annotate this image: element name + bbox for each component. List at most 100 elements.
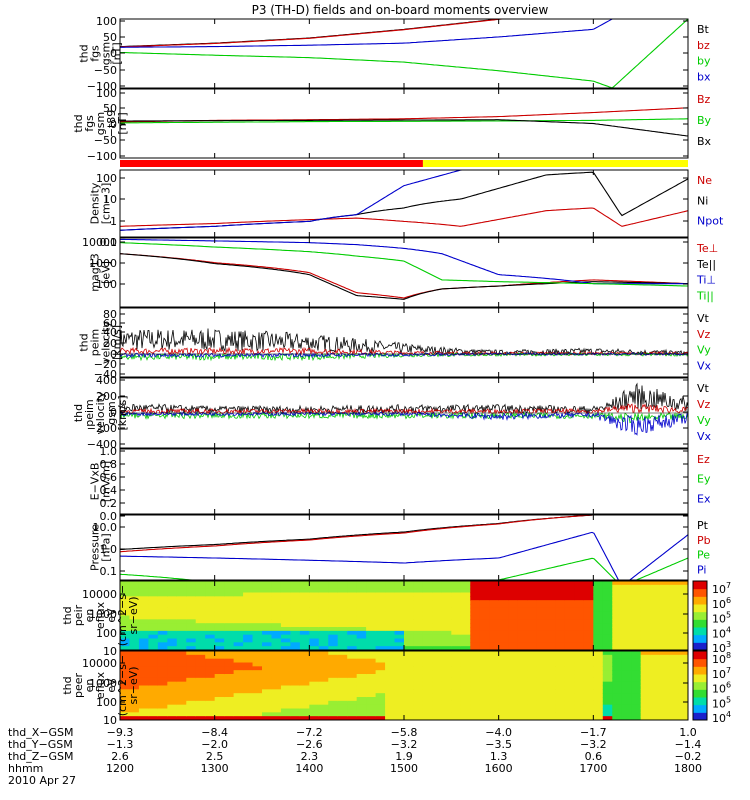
colorbar-label: 104 <box>712 710 731 725</box>
spectrogram-cell <box>404 677 415 683</box>
spectrogram-cell <box>243 584 254 590</box>
spectrogram-cell <box>347 584 358 590</box>
spectrogram-cell <box>328 674 339 679</box>
spectrogram-cell <box>593 584 604 590</box>
spectrogram-cell <box>432 654 443 660</box>
spectrogram-cell <box>347 716 358 720</box>
spectrogram-cell <box>167 642 178 647</box>
spectrogram-cell <box>583 700 594 706</box>
spectrogram-cell <box>328 651 339 656</box>
spectrogram-cell <box>262 642 273 647</box>
spectrogram-cell <box>176 666 187 671</box>
spectrogram-cell <box>498 604 509 609</box>
spectrogram-cell <box>508 651 519 656</box>
spectrogram-cell <box>195 611 206 617</box>
spectrogram-cell <box>574 666 585 671</box>
spectrogram-cell <box>129 708 140 713</box>
spectrogram-cell <box>243 634 254 640</box>
spectrogram-cell <box>157 611 168 617</box>
spectrogram-cell <box>186 716 197 720</box>
spectrogram-cell <box>271 646 282 650</box>
spectrogram-cell <box>195 677 206 683</box>
spectrogram-cell <box>290 651 301 656</box>
spectrogram-cell <box>669 654 680 660</box>
spectrogram-cell <box>337 619 348 624</box>
spectrogram-cell <box>546 584 557 590</box>
spectrogram-cell <box>527 588 538 594</box>
spectrogram-cell <box>385 619 396 624</box>
spectrogram-cell <box>583 697 594 702</box>
spectrogram-cell <box>422 674 433 679</box>
spectrogram-cell <box>176 697 187 702</box>
spectrogram-cell <box>243 712 254 717</box>
spectrogram-cell <box>129 607 140 613</box>
y-tick-label: 0 <box>110 118 117 131</box>
spectrogram-cell <box>375 611 386 617</box>
spectrogram-cell <box>508 604 519 609</box>
spectrogram-cell <box>621 716 632 720</box>
spectrogram-cell <box>205 674 216 679</box>
spectrogram-cell <box>659 646 670 650</box>
spectrogram-cell <box>631 604 642 609</box>
spectrogram-cell <box>375 600 386 605</box>
spectrogram-cell <box>290 607 301 613</box>
spectrogram-cell <box>574 677 585 683</box>
spectrogram-cell <box>347 642 358 647</box>
spectrogram-cell <box>394 604 405 609</box>
spectrogram-cell <box>186 588 197 594</box>
spectrogram-cell <box>243 638 254 643</box>
spectrogram-cell <box>404 581 415 586</box>
spectrogram-cell <box>138 700 149 706</box>
series-line-Bx <box>120 119 688 137</box>
spectrogram-cell <box>290 693 301 698</box>
spectrogram-cell <box>404 588 415 594</box>
spectrogram-cell <box>356 658 367 664</box>
spectrogram-cell <box>451 646 462 650</box>
spectrogram-cell <box>422 704 433 710</box>
spectrogram-cell <box>375 623 386 628</box>
spectrogram-cell <box>659 670 670 675</box>
spectrogram-cell <box>470 623 481 628</box>
spectrogram-cell <box>157 623 168 628</box>
spectrogram-cell <box>470 700 481 706</box>
spectrogram-cell <box>375 666 386 671</box>
spectrogram-cell <box>564 662 575 667</box>
spectrogram-cell <box>328 619 339 624</box>
spectrogram-cell <box>347 662 358 667</box>
spectrogram-cell <box>451 581 462 586</box>
spectrogram-cell <box>422 646 433 650</box>
spectrogram-cell <box>489 607 500 613</box>
spectrogram-cell <box>205 658 216 664</box>
spectrogram-cell <box>129 646 140 650</box>
spectrogram-cell <box>574 685 585 690</box>
spectrogram-cell <box>602 611 613 617</box>
spectrogram-cell <box>299 619 310 624</box>
spectrogram-cell <box>479 700 490 706</box>
spectrogram-cell <box>489 638 500 643</box>
spectrogram-cell <box>148 611 159 617</box>
spectrogram-cell <box>640 651 651 656</box>
spectrogram-cell <box>583 634 594 640</box>
spectrogram-cell <box>621 581 632 586</box>
spectrogram-cell <box>631 600 642 605</box>
spectrogram-cell <box>356 596 367 601</box>
spectrogram-cell <box>262 654 273 660</box>
spectrogram-cell <box>375 642 386 647</box>
spectrogram-cell <box>157 642 168 647</box>
legend-item-Pt: Pt <box>697 519 709 532</box>
spectrogram-peir-eflux <box>120 581 688 650</box>
spectrogram-cell <box>432 581 443 586</box>
spectrogram-cell <box>299 689 310 694</box>
spectrogram-cell <box>366 662 377 667</box>
spectrogram-cell <box>659 619 670 624</box>
spectrogram-cell <box>640 681 651 687</box>
spectrogram-cell <box>224 697 235 702</box>
legend-item-Vy: Vy <box>697 414 711 427</box>
spectrogram-cell <box>631 581 642 586</box>
spectrogram-cell <box>148 697 159 702</box>
spectrogram-cell <box>375 638 386 643</box>
spectrogram-cell <box>356 588 367 594</box>
spectrogram-cell <box>479 689 490 694</box>
spectrogram-cell <box>546 619 557 624</box>
spectrogram-cell <box>262 630 273 636</box>
